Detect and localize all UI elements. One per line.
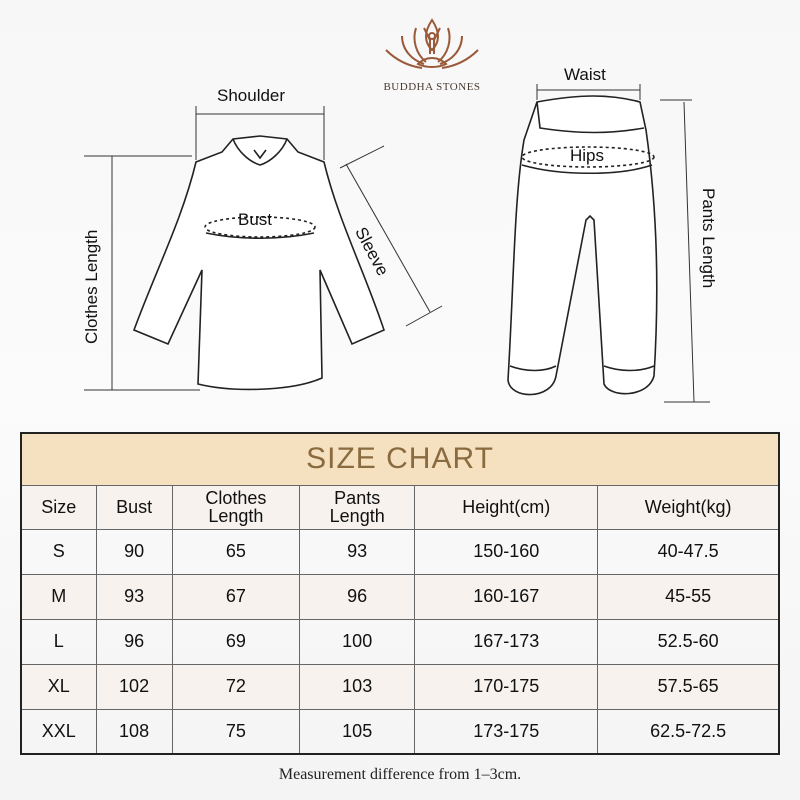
table-cell: 105 [299,708,416,755]
size-chart-table: SIZE CHART Size Bust Clothes Length Pants… [20,432,780,755]
table-cell: S [20,528,97,575]
table-cell: 108 [95,708,173,755]
table-cell: 75 [171,708,301,755]
table-cell: L [20,618,97,665]
table-cell: 57.5-65 [597,663,780,710]
table-cell: 69 [171,618,301,665]
table-cell: 167-173 [414,618,599,665]
header-clothes-length: Clothes Length [171,484,301,530]
garment-diagram [84,84,710,403]
table-cell: 96 [95,618,173,665]
lotus-meditation-icon [385,18,479,69]
table-cell: 45-55 [597,573,780,620]
table-cell: 160-167 [414,573,599,620]
table-cell: M [20,573,97,620]
table-cell: 103 [299,663,416,710]
table-cell: 67 [171,573,301,620]
hips-label: Hips [570,146,605,165]
table-row: XXL 108 75 105 173-175 62.5-72.5 [20,708,780,755]
header-bust: Bust [95,484,173,530]
brand-logo: BUDDHA STONES [372,14,492,93]
header-row: Size Bust Clothes Length Pants Length Heig… [20,484,780,530]
table-cell: 65 [171,528,301,575]
pants-length-label: Pants Length [699,188,718,289]
table-row: M 93 67 96 160-167 45-55 [20,573,780,620]
header-size: Size [20,484,97,530]
table-row: XL 102 72 103 170-175 57.5-65 [20,663,780,710]
waist-label: Waist [564,65,606,84]
table-cell: 72 [171,663,301,710]
table-cell: 52.5-60 [597,618,780,665]
table-cell: XXL [20,708,97,755]
measurement-note: Measurement difference from 1–3cm. [278,766,522,783]
header-pants-length: Pants Length [299,484,416,530]
table-cell: 93 [95,573,173,620]
table-cell: 40-47.5 [597,528,780,575]
table-cell: 93 [299,528,416,575]
table-cell: 96 [299,573,416,620]
table-cell: 100 [299,618,416,665]
clothes-length-label: Clothes Length [82,229,101,344]
shoulder-label: Shoulder [217,86,286,105]
table-cell: 173-175 [414,708,599,755]
header-weight: Weight(kg) [597,484,780,530]
table-cell: 150-160 [414,528,599,575]
table-cell: 90 [95,528,173,575]
table-cell: 62.5-72.5 [597,708,780,755]
brand-name: BUDDHA STONES [383,81,481,93]
table-cell: XL [20,663,97,710]
table-row: L 96 69 100 167-173 52.5-60 [20,618,780,665]
header-height: Height(cm) [414,484,599,530]
table-cell: 170-175 [414,663,599,710]
bust-label: Bust [238,210,273,229]
table-cell: 102 [95,663,173,710]
table-row: S 90 65 93 150-160 40-47.5 [20,528,780,575]
size-chart-title: SIZE CHART [20,432,780,486]
